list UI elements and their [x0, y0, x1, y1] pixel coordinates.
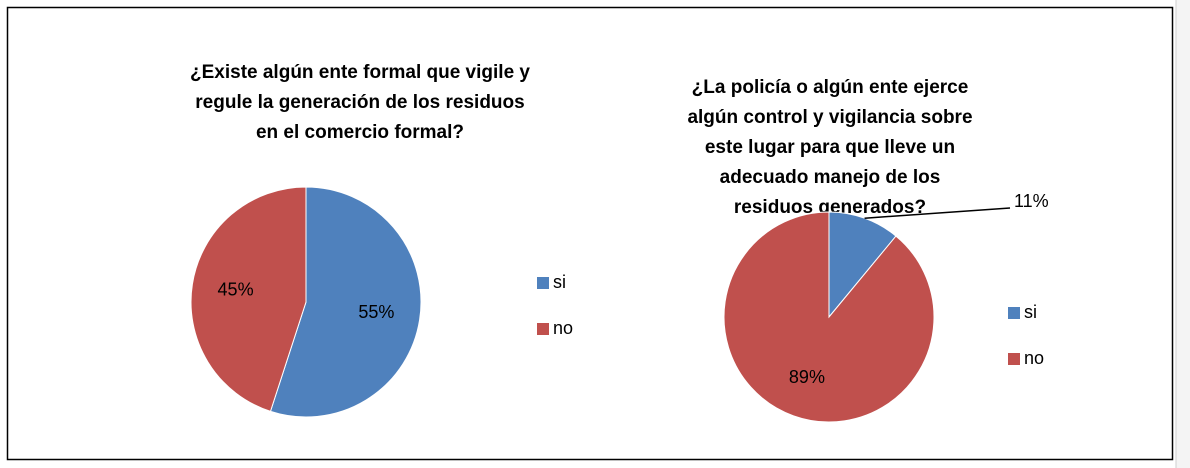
- chart-title: algún control y vigilancia sobre: [687, 107, 972, 128]
- chart-title: residuos generados?: [734, 197, 926, 218]
- data-label: 89%: [789, 367, 825, 387]
- pie-slice: [190, 186, 307, 413]
- data-label: 55%: [358, 302, 394, 322]
- pie-slice: [269, 186, 422, 418]
- sheet-edge: [1176, 0, 1190, 468]
- legend-label: no: [1024, 348, 1044, 368]
- chart-title: ¿La policía o algún ente ejerce: [692, 77, 969, 98]
- leader-line: [864, 207, 1011, 219]
- chart-title: regule la generación de los residuos: [195, 92, 524, 113]
- chart-title: adecuado manejo de los: [720, 167, 941, 188]
- legend-swatch: [537, 323, 549, 335]
- chart-frame: [6, 6, 1174, 461]
- legend-label: si: [553, 272, 566, 292]
- legend-label: si: [1024, 302, 1037, 322]
- chart-title: ¿Existe algún ente formal que vigile y: [190, 62, 530, 83]
- chart-title: en el comercio formal?: [256, 122, 464, 143]
- pie-slice: [723, 211, 935, 423]
- pie-slice: [828, 211, 897, 319]
- data-label: 11%: [1014, 191, 1049, 211]
- legend-swatch: [1008, 307, 1020, 319]
- legend-swatch: [1008, 353, 1020, 365]
- legend-swatch: [537, 277, 549, 289]
- data-label: 45%: [218, 280, 254, 300]
- chart-title: este lugar para que lleve un: [705, 137, 955, 158]
- legend-label: no: [553, 318, 573, 338]
